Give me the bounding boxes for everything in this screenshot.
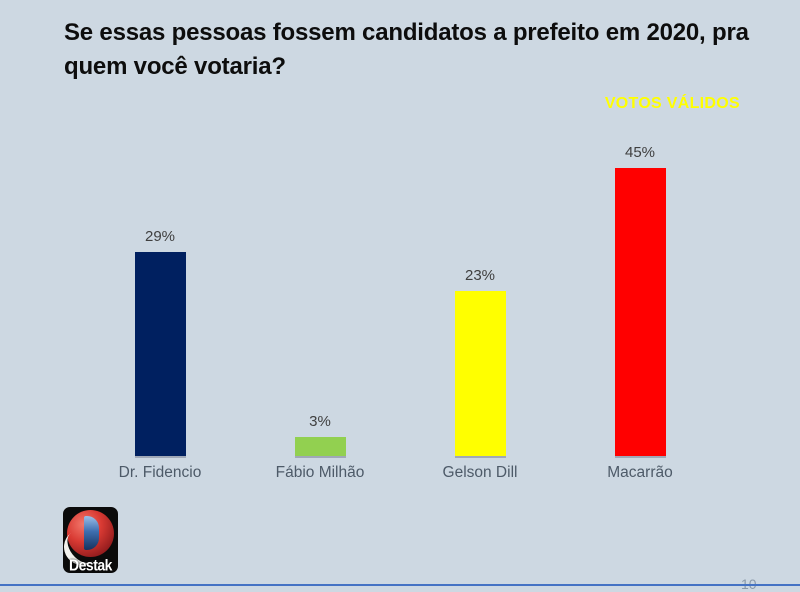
slide-bottom-border — [0, 584, 800, 586]
bar-gelson-dill — [454, 291, 506, 456]
category-label-dr-fidencio: Dr. Fidencio — [118, 464, 202, 481]
votos-validos-label: VOTOS VÁLIDOS — [604, 95, 740, 112]
category-label-gelson-dill: Gelson Dill — [442, 464, 518, 481]
logo-wordmark: Destak — [69, 556, 112, 573]
bar-chart: 29% 3% 23% 45% — [80, 0, 720, 456]
bar-fabio-milhao — [294, 437, 346, 456]
destak-logo: Destak — [63, 507, 118, 573]
category-label-macarrao: Macarrão — [607, 464, 673, 481]
bar-macarrao — [614, 168, 666, 456]
letter-d-icon — [84, 516, 99, 550]
bar-group-fabio-milhao: 3% — [240, 0, 400, 456]
bar-group-macarrao: 45% — [560, 0, 720, 456]
category-axis: Dr. Fidencio Fábio Milhão Gelson Dill Ma… — [80, 464, 720, 482]
bar-group-gelson-dill: 23% — [400, 0, 560, 456]
bar-value-label: 29% — [144, 228, 176, 245]
bar-value-label: 45% — [624, 144, 656, 161]
bar-group-dr-fidencio: 29% — [80, 0, 240, 456]
slide-title: Se essas pessoas fossem candidatos a pre… — [64, 19, 749, 80]
category-label-fabio-milhao: Fábio Milhão — [275, 464, 365, 481]
bar-value-label: 23% — [464, 267, 496, 284]
bar-dr-fidencio — [134, 252, 186, 456]
bar-value-label: 3% — [309, 413, 331, 430]
